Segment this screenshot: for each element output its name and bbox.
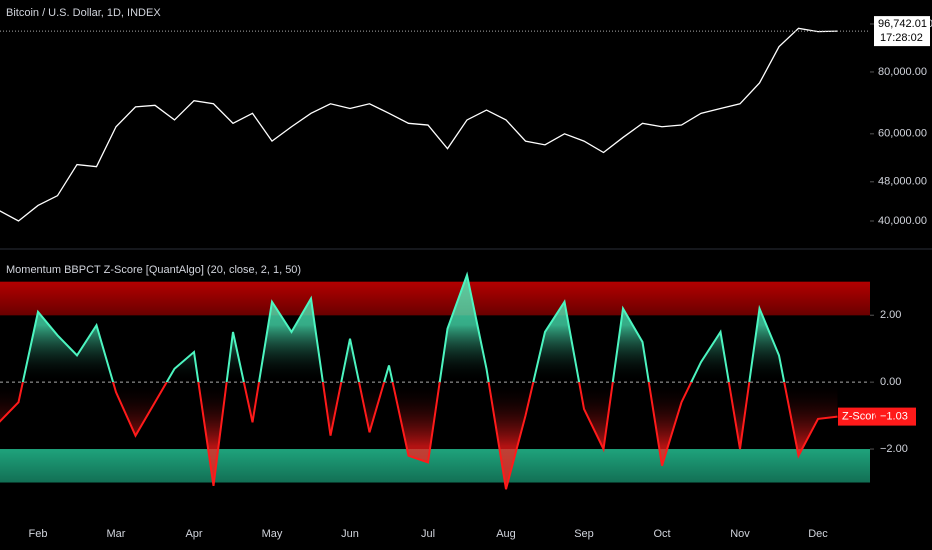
- x-tick-label: Oct: [653, 528, 670, 540]
- x-tick-label: Aug: [496, 528, 516, 540]
- y-tick-label: −2.00: [880, 443, 908, 455]
- y-tick-label: 40,000.00: [878, 215, 927, 227]
- price-line: [0, 27, 838, 222]
- series-name: Z-Score: [842, 411, 881, 423]
- value-label: −1.03: [880, 411, 908, 423]
- band-shade: [0, 281, 870, 316]
- y-tick-label: 0.00: [880, 376, 901, 388]
- price-title: Bitcoin / U.S. Dollar, 1D, INDEX: [6, 7, 161, 19]
- value-tag: [876, 407, 916, 426]
- z-area: [0, 275, 838, 490]
- x-tick-label: May: [262, 528, 283, 540]
- price-tag: [874, 16, 930, 47]
- indicator-title: Momentum BBPCT Z-Score [QuantAlgo] (20, …: [6, 264, 301, 276]
- y-tick-label: 2.00: [880, 309, 901, 321]
- x-tick-label: Sep: [574, 528, 594, 540]
- price-tag-value: 96,742.01: [878, 18, 927, 30]
- y-tick-label: 80,000.00: [878, 66, 927, 78]
- x-tick-label: Dec: [808, 528, 828, 540]
- series-name-tag: [838, 407, 876, 426]
- band-shade: [0, 449, 870, 483]
- x-tick-label: Feb: [29, 528, 48, 540]
- x-tick-label: Mar: [107, 528, 126, 540]
- y-tick-label: 60,000.00: [878, 128, 927, 140]
- x-tick-label: Nov: [730, 528, 750, 540]
- x-tick-label: Jul: [421, 528, 435, 540]
- price-tag-time: 17:28:02: [880, 32, 923, 44]
- z-line-negative: [0, 382, 838, 490]
- z-line-positive: [21, 271, 786, 383]
- x-tick-label: Apr: [185, 528, 202, 540]
- y-tick-label: 48,000.00: [878, 176, 927, 188]
- x-tick-label: Jun: [341, 528, 359, 540]
